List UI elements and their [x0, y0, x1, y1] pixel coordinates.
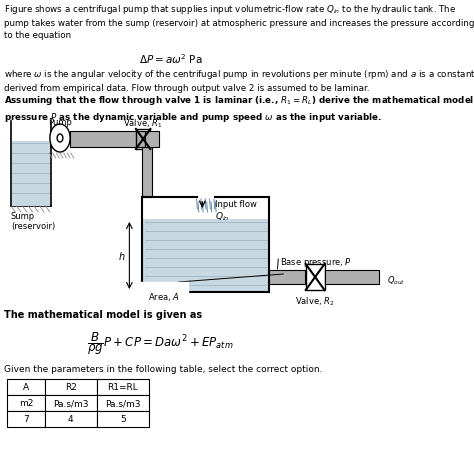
Bar	[50, 132, 59, 147]
Bar	[45, 411, 97, 427]
Text: R1=RL: R1=RL	[108, 382, 138, 391]
Text: m2: m2	[19, 399, 33, 408]
Text: Figure shows a centrifugal pump that supplies input volumetric-flow rate $Q_{in}: Figure shows a centrifugal pump that sup…	[4, 3, 474, 40]
Text: The mathematical model is given as: The mathematical model is given as	[4, 309, 202, 319]
Bar	[97, 395, 149, 411]
Bar	[7, 395, 45, 411]
Bar	[306, 264, 325, 290]
Bar	[45, 379, 97, 395]
Text: Area, $A$: Area, $A$	[148, 290, 180, 302]
Bar	[142, 147, 153, 198]
Bar	[70, 132, 145, 147]
Text: Valve, $R_1$: Valve, $R_1$	[123, 118, 163, 130]
Bar	[325, 271, 379, 285]
Text: $h$: $h$	[118, 250, 126, 262]
Bar	[11, 142, 50, 207]
Bar	[143, 220, 268, 291]
Text: (reservoir): (reservoir)	[11, 221, 55, 230]
Text: $\dfrac{B}{\rho g}P + CP = Da\omega^2 + EP_{atm}$: $\dfrac{B}{\rho g}P + CP = Da\omega^2 + …	[87, 329, 233, 356]
Text: Valve, $R_2$: Valve, $R_2$	[295, 295, 335, 308]
Text: Pa.s/m3: Pa.s/m3	[53, 399, 89, 408]
Text: where $\omega$ is the angular velocity of the centrifugal pump in revolutions pe: where $\omega$ is the angular velocity o…	[4, 68, 474, 93]
Text: Given the parameters in the following table, select the correct option.: Given the parameters in the following ta…	[4, 364, 322, 373]
Circle shape	[57, 135, 63, 143]
Text: Pump: Pump	[48, 118, 72, 127]
Bar	[136, 130, 150, 150]
Text: 7: 7	[23, 414, 29, 423]
Text: Input flow: Input flow	[215, 199, 256, 208]
Text: 5: 5	[120, 414, 126, 423]
Text: Pa.s/m3: Pa.s/m3	[105, 399, 141, 408]
Circle shape	[50, 125, 70, 152]
Bar	[145, 132, 159, 147]
Text: $Q_{in}$: $Q_{in}$	[215, 211, 229, 223]
Bar	[7, 411, 45, 427]
Text: Assuming that the flow through valve 1 is laminar (i.e., $R_1 = R_L$) derive the: Assuming that the flow through valve 1 i…	[4, 94, 474, 124]
Text: Base pressure, $P$: Base pressure, $P$	[280, 255, 352, 268]
Bar	[97, 379, 149, 395]
Bar	[269, 271, 305, 285]
Text: A: A	[23, 382, 29, 391]
Text: 4: 4	[68, 414, 73, 423]
Bar	[45, 395, 97, 411]
Text: $Q_{out}$: $Q_{out}$	[387, 274, 406, 287]
Text: Sump: Sump	[11, 212, 35, 221]
Text: R2: R2	[65, 382, 77, 391]
Bar	[7, 379, 45, 395]
Bar	[97, 411, 149, 427]
Text: $\Delta P = a\omega^2$ Pa: $\Delta P = a\omega^2$ Pa	[139, 52, 203, 66]
